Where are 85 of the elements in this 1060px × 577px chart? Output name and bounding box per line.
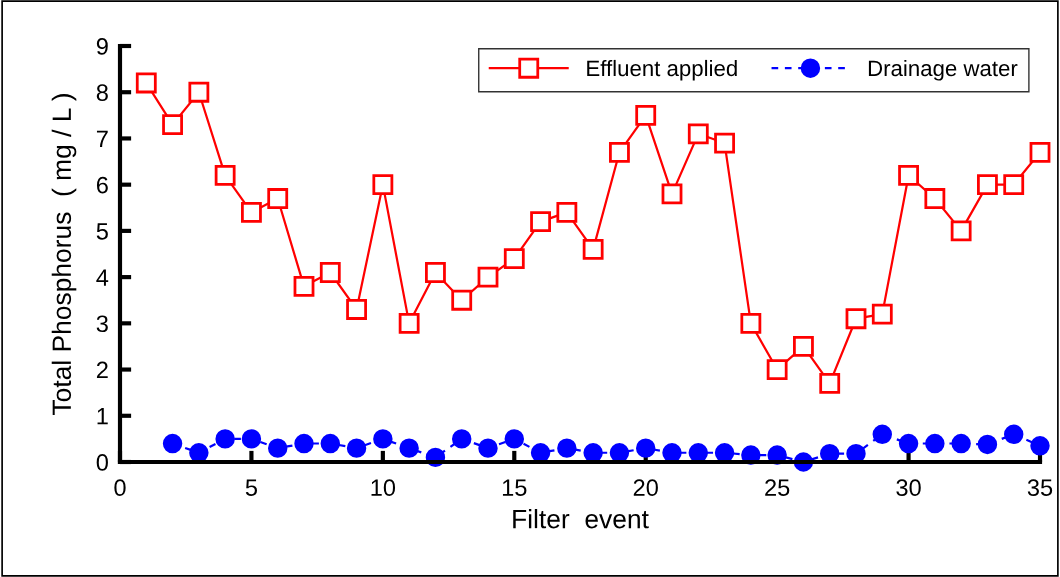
y-tick-label: 1 (97, 408, 108, 425)
point (688, 443, 709, 463)
point (451, 289, 473, 311)
point (951, 433, 971, 454)
y-axis-title: Total Phosphorus ( mg / L ) (51, 94, 77, 415)
y-tick-label: 3 (96, 315, 108, 333)
y-tick-label: 6 (96, 176, 108, 194)
point (661, 183, 683, 205)
x-tick-label: 25 (765, 479, 790, 497)
y-tick-label: 0 (96, 454, 108, 471)
point (609, 443, 630, 463)
point (162, 114, 183, 135)
x-tick-label: 5 (245, 479, 257, 497)
point (504, 429, 525, 449)
point (398, 312, 420, 334)
point (135, 72, 157, 94)
point (845, 308, 867, 330)
point (451, 429, 472, 449)
y-tick-label: 5 (96, 223, 108, 240)
point (714, 132, 735, 154)
point (766, 359, 788, 380)
point (530, 211, 551, 233)
point (1029, 141, 1051, 163)
point (609, 141, 630, 163)
point (530, 443, 551, 463)
point (950, 220, 972, 242)
point (871, 303, 893, 325)
point (1003, 174, 1025, 196)
y-tick-label: 9 (96, 38, 108, 55)
point (635, 104, 657, 126)
y-tick-label: 8 (96, 84, 108, 102)
point (162, 433, 183, 454)
point (346, 438, 367, 458)
x-tick-label: 0 (114, 479, 126, 497)
point (425, 262, 446, 283)
y-tick-label: 7 (96, 130, 108, 147)
point (793, 336, 814, 357)
point (583, 443, 603, 463)
point (241, 201, 262, 223)
y-tick-label: 2 (96, 361, 108, 379)
point (319, 262, 341, 283)
point (714, 443, 735, 463)
point (503, 248, 525, 270)
point (1003, 424, 1024, 444)
point (557, 438, 577, 458)
point (635, 438, 656, 458)
point (373, 429, 393, 449)
point (977, 434, 998, 455)
point (819, 373, 841, 394)
point (399, 438, 419, 458)
point (215, 429, 235, 449)
x-tick-label: 20 (633, 479, 658, 497)
point (925, 433, 945, 454)
point (477, 266, 499, 288)
point (898, 433, 919, 454)
x-tick-label: 35 (1027, 479, 1053, 497)
point (582, 238, 604, 260)
point (872, 424, 893, 444)
point (267, 188, 289, 209)
point (214, 165, 236, 186)
x-tick-label: 15 (502, 479, 527, 497)
point (898, 165, 919, 186)
y-tick-label: 4 (96, 269, 109, 286)
legend-label: Effluent applied (587, 59, 737, 81)
point (478, 438, 498, 458)
x-tick-label: 10 (371, 479, 396, 497)
point (267, 438, 288, 458)
point (293, 275, 315, 297)
point (189, 443, 209, 463)
point (294, 433, 314, 454)
point (320, 433, 341, 454)
point (977, 174, 998, 196)
point (241, 429, 262, 449)
x-axis-title: Filter event (513, 509, 649, 529)
point (740, 312, 762, 334)
point (188, 81, 210, 103)
x-tick-label: 30 (896, 479, 921, 497)
point (662, 443, 682, 463)
point (1030, 436, 1050, 456)
legend-label: Drainage water (868, 59, 1018, 81)
point (687, 123, 709, 145)
point (556, 201, 578, 223)
point (372, 174, 394, 196)
point (924, 188, 946, 209)
point (346, 299, 367, 320)
